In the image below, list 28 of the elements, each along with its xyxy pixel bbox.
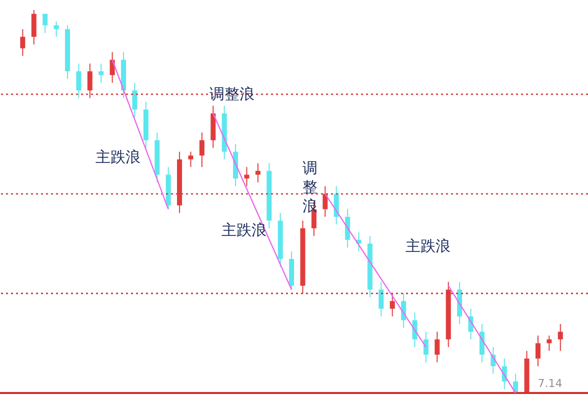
annotation: 主跌浪 — [406, 237, 450, 255]
annotation: 主跌浪 — [96, 148, 140, 166]
candlestick — [42, 13, 48, 34]
candlestick — [390, 292, 395, 317]
candlestick — [98, 63, 104, 84]
candlestick — [244, 166, 250, 187]
candlestick — [31, 10, 36, 45]
annotation: 7.14 — [538, 377, 562, 390]
candlestick — [322, 186, 328, 218]
annotation: 调整浪 — [210, 85, 254, 103]
candlestick — [76, 63, 82, 99]
candlestick — [87, 63, 92, 99]
candlestick — [255, 162, 260, 183]
candlestick — [546, 335, 552, 352]
candlestick — [132, 82, 138, 118]
candlestick — [54, 20, 59, 38]
candlestick — [378, 281, 384, 317]
candlestick — [479, 324, 484, 363]
candlestick — [412, 312, 418, 348]
candlestick — [558, 324, 563, 352]
candlestick — [423, 331, 428, 363]
candlestick — [345, 208, 350, 248]
candlestick — [199, 132, 204, 168]
candlestick — [434, 331, 440, 363]
candlestick — [535, 335, 540, 367]
annotation: 主跌浪 — [222, 221, 266, 239]
candlestick — [20, 28, 26, 56]
candlestick — [188, 151, 194, 168]
